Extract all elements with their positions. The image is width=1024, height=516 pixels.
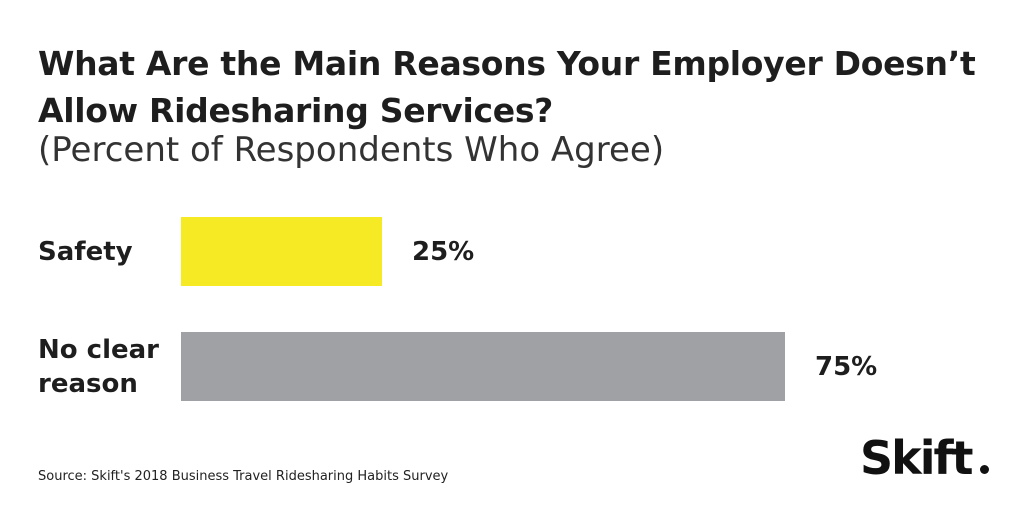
- source-note: Source: Skift's 2018 Business Travel Rid…: [38, 469, 449, 484]
- category-label: No clear reason: [38, 334, 159, 399]
- bar-safety: [181, 217, 382, 286]
- logo-dot-icon: [980, 465, 989, 474]
- bar-no-clear-reason: [181, 332, 785, 401]
- value-label: 25%: [412, 236, 475, 267]
- chart-subtitle: (Percent of Respondents Who Agree): [38, 130, 665, 170]
- skift-logo: Skift: [860, 431, 973, 485]
- value-label: 75%: [815, 351, 878, 382]
- bar-chart: Safety 25% No clear reason 75%: [0, 200, 1024, 420]
- chart-title: What Are the Main Reasons Your Employer …: [38, 44, 976, 130]
- category-label: Safety: [38, 236, 133, 267]
